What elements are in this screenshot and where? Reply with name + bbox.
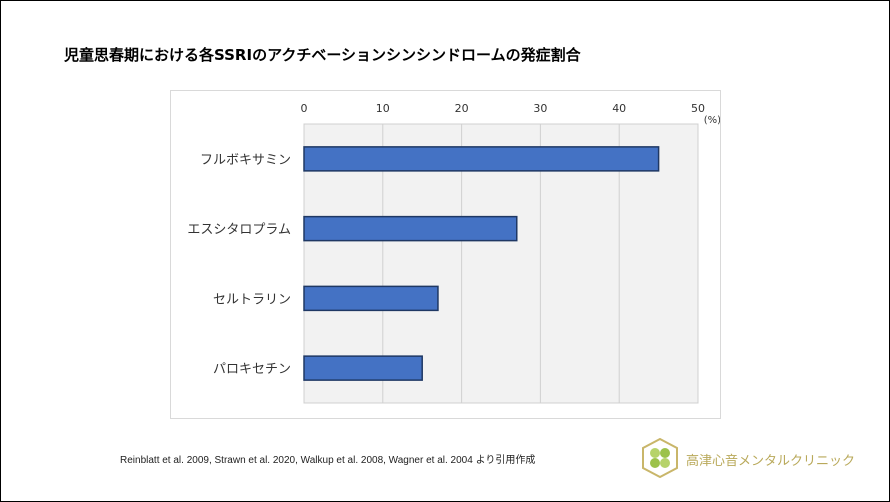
x-tick-label: 0 [301,102,308,115]
clinic-logo-icon [642,438,678,478]
x-tick-label: 20 [455,102,469,115]
x-tick-label: 40 [612,102,626,115]
bar-0 [303,146,660,172]
bar-chart: 0 10 20 30 40 50(%) フルボキサミンエスシタロプラムセルトラリンパロキセチ… [187,102,720,404]
category-label: セルトラリン [213,292,291,307]
x-axis-unit: (%) [704,115,720,126]
clinic-name: 高津心音メンタルクリニック [686,454,856,469]
category-label: フルボキサミン [200,153,291,168]
bar-1 [303,215,518,242]
chart-title: 児童思春期における各SSRIのアクチベーションシンシンドロームの発症割合 [64,46,581,64]
x-tick-label: 10 [376,102,390,115]
bar-2 [303,285,439,312]
bar-3 [303,355,423,381]
source-citation: Reinblatt et al. 2009, Strawn et al. 202… [120,455,536,466]
x-tick-label: 50 [691,102,705,115]
category-label: パロキセチン [213,362,291,377]
chart-container: 0 10 20 30 40 50 (%) フルボキサミンエスシタロプラムセルトラリン パロキセチ… [170,90,721,419]
x-tick-label: 30 [533,102,547,115]
category-label: エスシタロプラム [187,223,291,238]
